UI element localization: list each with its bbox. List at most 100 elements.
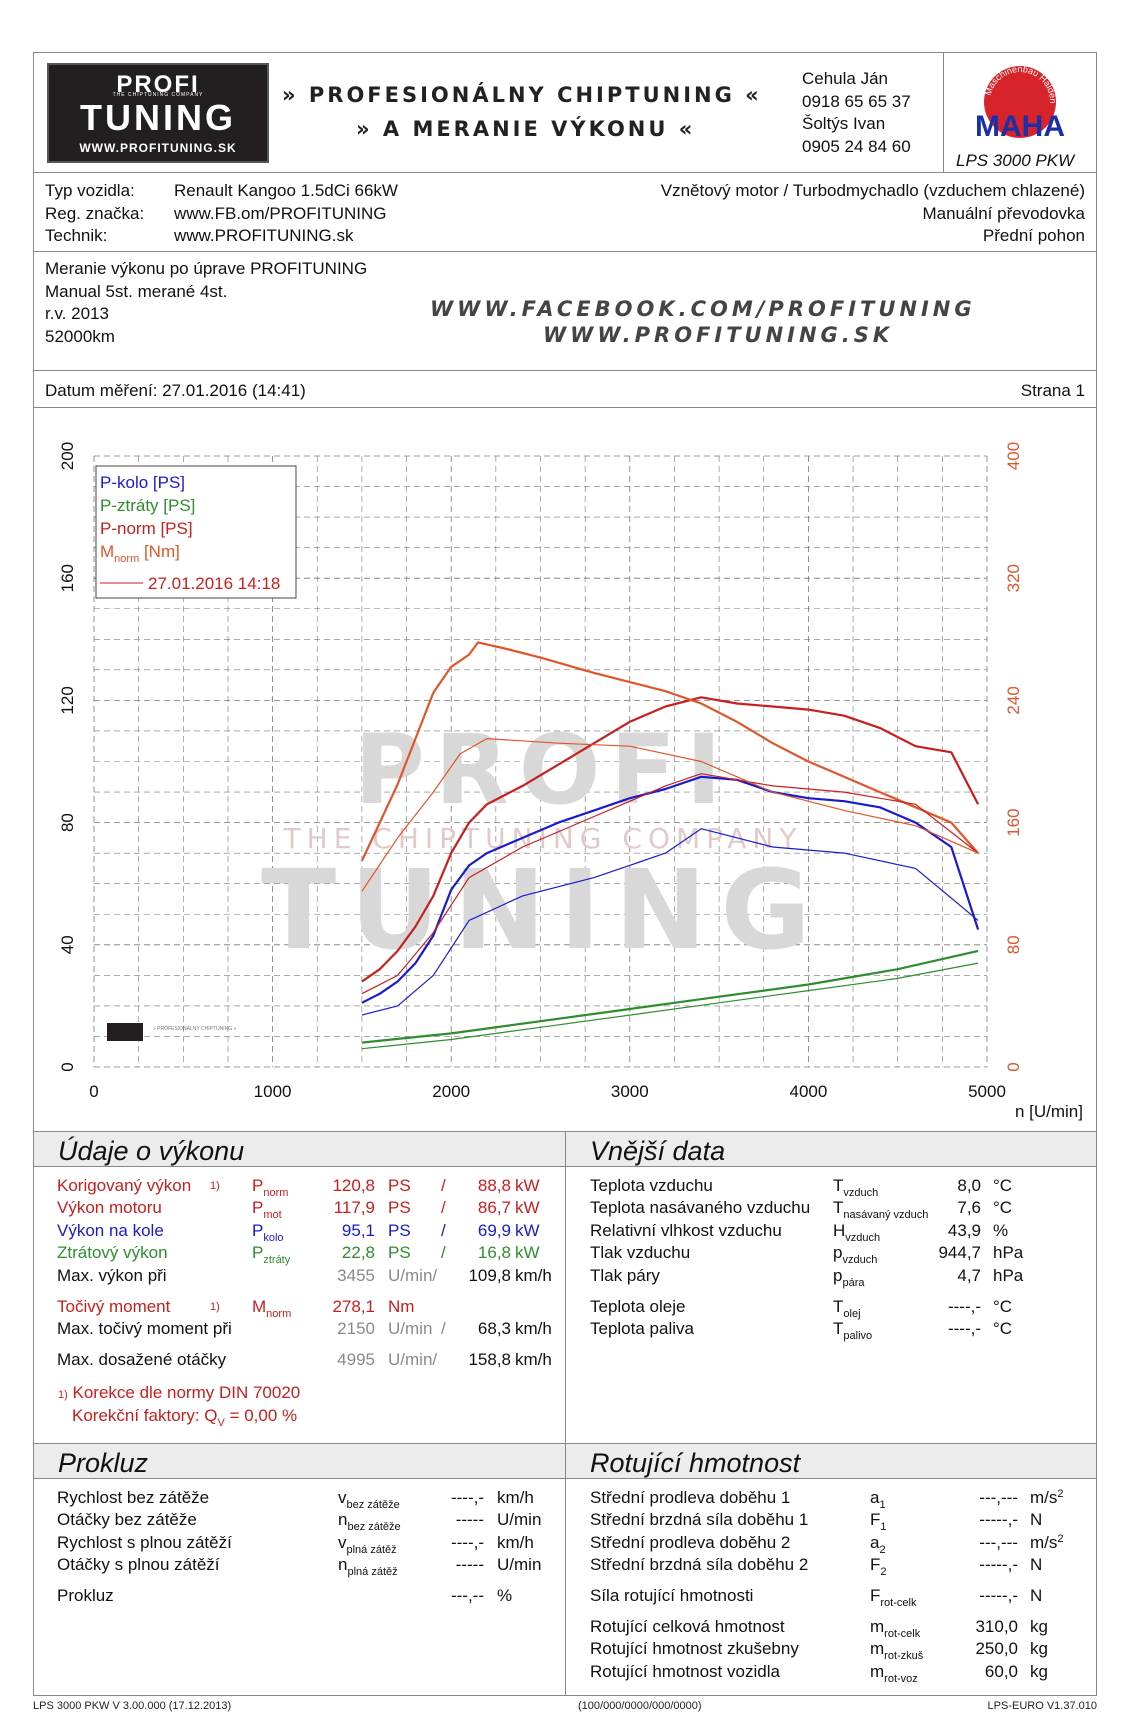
chart-watermark: PROFI THE CHIPTUNING COMPANY TUNING — [261, 714, 825, 974]
slip-label: Otáčky bez zátěže — [57, 1510, 197, 1529]
rot-symbol: F2 — [870, 1554, 887, 1579]
perf-value-2: 158,8 — [468, 1350, 511, 1369]
note-line: Meranie výkonu po úprave PROFITUNING — [45, 259, 368, 278]
rot-unit-sup: 2 — [1057, 1488, 1064, 1500]
din-note-text: Korekce dle normy DIN 70020 — [72, 1383, 301, 1402]
rot-value: 250,0 — [975, 1639, 1018, 1658]
performance-title: Údaje o výkonu — [58, 1136, 245, 1166]
rot-sym: m — [870, 1662, 885, 1681]
ext-label: Relativní vlhkost vzduchu — [590, 1221, 782, 1240]
x-axis-label: n [U/min] — [1015, 1102, 1083, 1121]
watermark-tuning: TUNING — [261, 846, 825, 974]
rot-sym: a — [870, 1533, 880, 1552]
ext-unit: °C — [993, 1176, 1013, 1195]
x-tick-label: 5000 — [968, 1082, 1006, 1101]
ext-value: 7,6 — [957, 1198, 981, 1217]
legend-m-norm: Mnorm [Nm] — [100, 542, 180, 565]
perf-separator: / — [441, 1198, 446, 1217]
ext-sub: vzduch — [843, 1187, 879, 1199]
slip-header: Prokluz — [34, 1444, 565, 1479]
perf-unit-1: Nm — [388, 1297, 415, 1316]
perf-sub: ztráty — [263, 1254, 291, 1266]
rot-symbol: a2 — [870, 1532, 886, 1557]
footer-center: (100/000/0000/000/0000) — [578, 1700, 702, 1712]
perf-unit-2: km/h — [515, 1319, 552, 1338]
contact-block: Cehula Ján 0918 65 65 37 Šoltýs Ivan 090… — [802, 68, 911, 158]
ext-symbol: Tolej — [833, 1296, 861, 1321]
measurement-notes: Meranie výkonu po úprave PROFITUNING Man… — [45, 258, 367, 348]
gearbox-type: Manuální převodovka — [922, 203, 1085, 223]
slip-sym: n — [338, 1555, 348, 1574]
y-right-tick-label: 80 — [1004, 935, 1023, 954]
slip-symbol: vbez zátěže — [338, 1487, 400, 1512]
ext-label: Teplota oleje — [590, 1297, 686, 1316]
y-right-tick-label: 320 — [1004, 564, 1023, 592]
perf-sub: norm — [266, 1308, 292, 1320]
rot-sym: F — [870, 1555, 881, 1574]
perf-value-2: 16,8 — [477, 1243, 511, 1262]
ext-symbol: Tnasávaný vzduch — [833, 1197, 928, 1222]
ext-sym: p — [833, 1243, 843, 1262]
slip-value: ---,-- — [450, 1586, 484, 1605]
slip-sub: bez zátěže — [347, 1521, 401, 1533]
ext-sym: T — [833, 1176, 844, 1195]
perf-unit-1: PS — [388, 1176, 411, 1195]
chart-legend: P-kolo [PS] P-ztráty [PS] P-norm [PS] Mn… — [95, 465, 297, 599]
slip-sub: bez zátěže — [346, 1499, 400, 1511]
logo-tagline: THE CHIPTUNING COMPANY — [112, 92, 204, 98]
rot-sub: rot-zkuš — [884, 1650, 924, 1662]
y-right-tick-label: 400 — [1004, 442, 1023, 470]
rot-unit-text: N — [1030, 1510, 1043, 1529]
slip-value: ----- — [455, 1555, 484, 1574]
y-right-tick-label: 160 — [1004, 808, 1023, 836]
rot-symbol: mrot-celk — [870, 1616, 920, 1641]
slip-value: ----- — [455, 1510, 484, 1529]
reg-value: www.FB.om/PROFITUNING — [174, 203, 387, 223]
rot-symbol: Frot-celk — [870, 1585, 916, 1610]
rot-label: Střední brzdná síla doběhu 1 — [590, 1510, 809, 1529]
perf-unit-2: km/h — [515, 1350, 552, 1369]
rotating-header: Rotující hmotnost — [566, 1444, 1096, 1479]
rot-value: ---,--- — [979, 1488, 1018, 1507]
vehicle-type-label: Typ vozidla: — [45, 181, 135, 200]
profituning-logo: PROFI THE CHIPTUNING COMPANY TUNING WWW.… — [47, 63, 269, 163]
rot-symbol: mrot-voz — [870, 1661, 918, 1686]
legend-p-ztraty: P-ztráty [PS] — [100, 496, 195, 515]
perf-symbol: Mnorm — [252, 1296, 291, 1321]
ext-label: Teplota nasávaného vzduchu — [590, 1198, 811, 1217]
slip-unit: U/min — [497, 1555, 542, 1574]
rot-unit: kg — [1030, 1638, 1048, 1661]
rot-unit: m/s2 — [1030, 1487, 1064, 1512]
rot-sub: rot-celk — [880, 1597, 917, 1609]
ext-value: ----,- — [947, 1319, 981, 1338]
curve-mnorm — [360, 641, 979, 862]
note-line: r.v. 2013 — [45, 304, 109, 323]
x-tick-label: 3000 — [611, 1082, 649, 1101]
logo-profi: PROFI — [116, 71, 200, 98]
perf-value-1: 22,8 — [341, 1243, 375, 1262]
logo-url: WWW.PROFITUNING.SK — [79, 141, 237, 155]
curve-p-kolo — [361, 775, 980, 1004]
curve-mnorm-reference — [361, 738, 979, 892]
rot-symbol: F1 — [870, 1509, 887, 1534]
maha-logo: Maschinenbau Haldenwang MAHA — [968, 64, 1065, 143]
ext-value: 4,7 — [957, 1266, 981, 1285]
ext-sub: vzduch — [845, 1232, 881, 1244]
rot-sym: m — [870, 1617, 885, 1636]
y-left-tick-label: 200 — [58, 442, 77, 470]
divider — [33, 370, 1097, 371]
ext-symbol: Tpalivo — [833, 1318, 872, 1343]
perf-value-2: 109,8 — [468, 1266, 511, 1285]
rot-label: Rotující hmotnost vozidla — [590, 1662, 780, 1681]
slip-unit: U/min — [497, 1510, 542, 1529]
reg-label: Reg. značka: — [45, 203, 145, 223]
slip-value: ----,- — [450, 1533, 484, 1552]
technician-label: Technik: — [45, 226, 108, 245]
rot-unit-sup: 2 — [1057, 1533, 1064, 1545]
divider — [33, 407, 1097, 408]
rot-symbol: a1 — [870, 1487, 886, 1512]
vehicle-values: Renault Kangoo 1.5dCi 66kW www.FB.om/PRO… — [174, 180, 398, 248]
perf-value-1: 2150 — [337, 1319, 375, 1338]
logo-tuning: TUNING — [80, 97, 236, 138]
